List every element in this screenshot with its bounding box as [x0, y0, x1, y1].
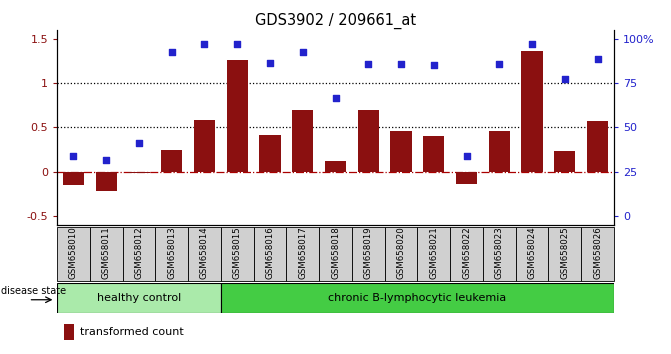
Point: [461, 153, 472, 159]
Text: GSM658021: GSM658021: [429, 227, 438, 279]
Bar: [423, 136, 444, 172]
Point: [560, 76, 570, 81]
Bar: [95, 172, 117, 191]
Point: [592, 57, 603, 62]
Bar: [57, 227, 90, 281]
Text: GSM658020: GSM658020: [397, 227, 405, 279]
Point: [527, 41, 537, 47]
Point: [494, 61, 505, 67]
Point: [134, 141, 144, 146]
Bar: [155, 227, 188, 281]
Bar: [417, 227, 450, 281]
Bar: [554, 152, 576, 172]
Text: chronic B-lymphocytic leukemia: chronic B-lymphocytic leukemia: [328, 293, 507, 303]
Bar: [221, 283, 614, 313]
Bar: [319, 227, 352, 281]
Bar: [254, 227, 287, 281]
Text: GSM658022: GSM658022: [462, 227, 471, 279]
Bar: [581, 227, 614, 281]
Bar: [450, 227, 483, 281]
Bar: [587, 121, 608, 172]
Text: GSM658018: GSM658018: [331, 227, 340, 279]
Text: GSM658015: GSM658015: [233, 227, 242, 279]
Text: GSM658026: GSM658026: [593, 227, 602, 279]
Text: GSM658025: GSM658025: [560, 227, 569, 279]
Bar: [227, 60, 248, 172]
Point: [330, 96, 341, 101]
Bar: [194, 120, 215, 172]
Point: [396, 61, 407, 67]
Point: [199, 41, 210, 47]
Point: [428, 63, 439, 68]
Bar: [128, 172, 150, 173]
Bar: [57, 283, 221, 313]
Bar: [292, 110, 313, 172]
Point: [101, 157, 111, 163]
Bar: [63, 172, 84, 185]
Bar: [287, 227, 319, 281]
Text: GSM658011: GSM658011: [102, 227, 111, 279]
Text: GSM658016: GSM658016: [266, 227, 274, 279]
Bar: [358, 110, 379, 172]
Title: GDS3902 / 209661_at: GDS3902 / 209661_at: [255, 12, 416, 29]
Point: [232, 41, 243, 47]
Bar: [64, 324, 74, 340]
Point: [264, 60, 275, 66]
Bar: [325, 161, 346, 172]
Text: GSM658014: GSM658014: [200, 227, 209, 279]
Bar: [488, 131, 510, 172]
Text: GSM658024: GSM658024: [527, 227, 537, 279]
Bar: [516, 227, 548, 281]
Bar: [161, 149, 183, 172]
Text: GSM658019: GSM658019: [364, 227, 373, 279]
Text: GSM658023: GSM658023: [495, 227, 504, 279]
Text: disease state: disease state: [1, 286, 66, 296]
Bar: [391, 131, 412, 172]
Bar: [188, 227, 221, 281]
Bar: [259, 135, 280, 172]
Bar: [90, 227, 123, 281]
Text: healthy control: healthy control: [97, 293, 181, 303]
Point: [68, 153, 79, 159]
Bar: [384, 227, 417, 281]
Bar: [123, 227, 155, 281]
Point: [363, 61, 374, 67]
Text: GSM658012: GSM658012: [134, 227, 144, 279]
Bar: [352, 227, 384, 281]
Point: [297, 49, 308, 55]
Text: GSM658013: GSM658013: [167, 227, 176, 279]
Text: GSM658010: GSM658010: [69, 227, 78, 279]
Bar: [456, 172, 477, 184]
Point: [166, 49, 177, 55]
Bar: [483, 227, 516, 281]
Bar: [548, 227, 581, 281]
Bar: [521, 51, 543, 172]
Bar: [221, 227, 254, 281]
Text: transformed count: transformed count: [81, 327, 184, 337]
Text: GSM658017: GSM658017: [298, 227, 307, 279]
